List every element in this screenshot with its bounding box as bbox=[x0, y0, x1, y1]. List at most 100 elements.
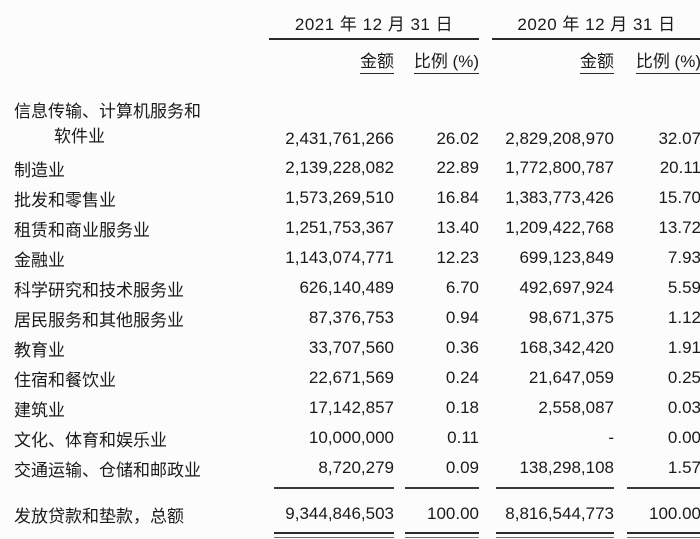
ratio-2021-cell: 0.18 bbox=[445, 398, 479, 417]
table-row: 居民服务和其他服务业 87,376,753 0.94 98,671,375 1.… bbox=[14, 303, 700, 333]
industry-label: 信息传输、计算机服务和 软件业 bbox=[14, 97, 256, 147]
ratio-2020-cell: 0.25 bbox=[667, 368, 700, 387]
ratio-2021-cell: 13.40 bbox=[436, 218, 479, 237]
industry-label: 文化、体育和娱乐业 bbox=[14, 430, 167, 450]
amount-header-label: 金额 bbox=[360, 47, 394, 74]
total-row: 发放贷款和垫款，总额 9,344,846,503 100.00 8,816,54… bbox=[14, 499, 700, 529]
amount-2020-cell: 138,298,108 bbox=[519, 458, 614, 477]
rule-cell bbox=[256, 529, 394, 538]
table-row: 科学研究和技术服务业 626,140,489 6.70 492,697,924 … bbox=[14, 273, 700, 303]
ratio-2021-cell: 0.36 bbox=[445, 338, 479, 357]
rule-cell bbox=[394, 483, 479, 489]
period-header-row: 2021 年 12 月 31 日 2020 年 12 月 31 日 bbox=[14, 10, 700, 40]
amount-2021-cell: 2,431,761,266 bbox=[285, 129, 394, 148]
amount-2020-cell: 168,342,420 bbox=[519, 338, 614, 357]
amount-2020-cell: 2,558,087 bbox=[538, 398, 614, 417]
table-row: 建筑业 17,142,857 0.18 2,558,087 0.03 bbox=[14, 393, 700, 423]
total-double-rule bbox=[627, 532, 700, 538]
ratio-2020-cell: 0.03 bbox=[667, 398, 700, 417]
industry-label: 制造业 bbox=[14, 160, 65, 180]
industry-label: 租赁和商业服务业 bbox=[14, 220, 150, 240]
rule-cell bbox=[479, 529, 614, 538]
ratio-2020-cell: 0.00 bbox=[667, 428, 700, 447]
amount-2021-cell: 2,139,228,082 bbox=[285, 158, 394, 177]
ratio-2020-cell: 1.57 bbox=[667, 458, 700, 477]
table-row: 批发和零售业 1,573,269,510 16.84 1,383,773,426… bbox=[14, 183, 700, 213]
column-header-row: 金额 比例 (%) 金额 比例 (%) bbox=[14, 40, 700, 75]
industry-label: 居民服务和其他服务业 bbox=[14, 310, 184, 330]
ratio-2020-header: 比例 (%) bbox=[614, 47, 700, 74]
amount-2020-cell: 699,123,849 bbox=[519, 248, 614, 267]
ratio-2020-cell: 1.91 bbox=[667, 338, 700, 357]
amount-2021-cell: 8,720,279 bbox=[318, 458, 394, 477]
ratio-2021-cell: 22.89 bbox=[436, 158, 479, 177]
industry-label: 科学研究和技术服务业 bbox=[14, 280, 184, 300]
total-separator-row bbox=[14, 483, 700, 492]
ratio-2020-cell: 1.12 bbox=[667, 308, 700, 327]
ratio-2021-header: 比例 (%) bbox=[394, 47, 479, 74]
amount-2021-cell: 1,251,753,367 bbox=[285, 218, 394, 237]
total-rule bbox=[274, 487, 394, 489]
industry-loan-table: 2021 年 12 月 31 日 2020 年 12 月 31 日 金额 比例 … bbox=[14, 0, 700, 539]
amount-2020-cell: 492,697,924 bbox=[519, 278, 614, 297]
header-spacer bbox=[14, 10, 256, 40]
industry-label: 建筑业 bbox=[14, 400, 65, 420]
total-double-rule bbox=[274, 532, 394, 538]
amount-2020-cell: 2,829,208,970 bbox=[505, 129, 614, 148]
amount-2020-cell: 1,209,422,768 bbox=[505, 218, 614, 237]
table-row: 住宿和餐饮业 22,671,569 0.24 21,647,059 0.25 bbox=[14, 363, 700, 393]
ratio-2020-cell: 15.70 bbox=[658, 188, 700, 207]
total-ratio-2020-cell: 100.00 bbox=[649, 504, 700, 523]
ratio-2021-cell: 6.70 bbox=[445, 278, 479, 297]
total-amount-2020-cell: 8,816,544,773 bbox=[505, 504, 614, 523]
ratio-2021-cell: 12.23 bbox=[436, 248, 479, 267]
amount-2020-cell: - bbox=[608, 428, 614, 447]
table-row: 交通运输、仓储和邮政业 8,720,279 0.09 138,298,108 1… bbox=[14, 453, 700, 483]
industry-label: 住宿和餐饮业 bbox=[14, 370, 116, 390]
industry-label: 批发和零售业 bbox=[14, 190, 116, 210]
amount-2021-cell: 33,707,560 bbox=[308, 338, 394, 357]
rule-cell bbox=[479, 483, 614, 489]
period-header-2020: 2020 年 12 月 31 日 bbox=[492, 10, 700, 40]
ratio-2020-cell: 13.72 bbox=[658, 218, 700, 237]
ratio-header-label: 比例 (%) bbox=[413, 47, 479, 74]
table-row: 租赁和商业服务业 1,251,753,367 13.40 1,209,422,7… bbox=[14, 213, 700, 243]
ratio-2020-cell: 20.11 bbox=[659, 158, 700, 177]
amount-2020-header: 金额 bbox=[479, 47, 614, 74]
rule-cell bbox=[256, 483, 394, 489]
total-double-rule bbox=[496, 532, 614, 538]
amount-2021-cell: 87,376,753 bbox=[308, 308, 394, 327]
amount-2021-cell: 22,671,569 bbox=[308, 368, 394, 387]
total-rule bbox=[627, 487, 700, 489]
industry-label: 交通运输、仓储和邮政业 bbox=[14, 460, 201, 480]
table-row: 文化、体育和娱乐业 10,000,000 0.11 - 0.00 bbox=[14, 423, 700, 453]
amount-header-label: 金额 bbox=[580, 47, 614, 74]
header-body-gap bbox=[14, 75, 700, 97]
total-rule bbox=[405, 487, 479, 489]
period-group-2021: 2021 年 12 月 31 日 bbox=[256, 10, 479, 40]
amount-2020-cell: 1,383,773,426 bbox=[505, 188, 614, 207]
ratio-header-label: 比例 (%) bbox=[635, 47, 700, 74]
rule-cell bbox=[394, 529, 479, 538]
table-row: 制造业 2,139,228,082 22.89 1,772,800,787 20… bbox=[14, 153, 700, 183]
ratio-2020-cell: 7.93 bbox=[667, 248, 700, 267]
period-group-2020: 2020 年 12 月 31 日 bbox=[479, 10, 700, 40]
ratio-2021-cell: 16.84 bbox=[436, 188, 479, 207]
amount-2021-header: 金额 bbox=[256, 47, 394, 74]
rule-cell bbox=[614, 529, 700, 538]
amount-2020-cell: 98,671,375 bbox=[528, 308, 614, 327]
amount-2021-cell: 1,573,269,510 bbox=[285, 188, 394, 207]
ratio-2021-cell: 26.02 bbox=[436, 129, 479, 148]
amount-2021-cell: 1,143,074,771 bbox=[285, 248, 394, 267]
table-row: 金融业 1,143,074,771 12.23 699,123,849 7.93 bbox=[14, 243, 700, 273]
total-rule bbox=[496, 487, 614, 489]
ratio-2021-cell: 0.09 bbox=[445, 458, 479, 477]
period-header-2021: 2021 年 12 月 31 日 bbox=[269, 10, 479, 40]
ratio-2021-cell: 0.11 bbox=[447, 428, 479, 447]
table-row: 信息传输、计算机服务和 软件业 2,431,761,266 26.02 2,82… bbox=[14, 97, 700, 153]
industry-label: 金融业 bbox=[14, 250, 65, 270]
ratio-2020-cell: 32.07 bbox=[658, 129, 700, 148]
rule-cell bbox=[614, 483, 700, 489]
amount-2021-cell: 17,142,857 bbox=[308, 398, 394, 417]
ratio-2020-cell: 5.59 bbox=[667, 278, 700, 297]
